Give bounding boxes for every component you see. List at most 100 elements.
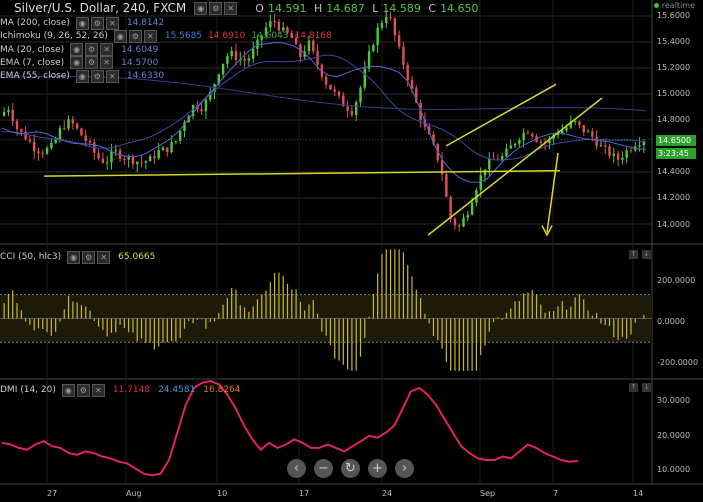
indicator-value: 14.6049: [121, 44, 159, 55]
candle-body: [427, 126, 431, 135]
indicator-legend: EMA (7, close) ◉ ⚙ ✕ 14.5700: [0, 56, 164, 70]
time-tick-label: 24: [382, 489, 393, 498]
close-icon[interactable]: ✕: [105, 16, 119, 30]
pane-up-icon[interactable]: ↑: [629, 250, 638, 259]
close-icon[interactable]: ✕: [100, 56, 114, 70]
time-tick-label: Sep: [480, 489, 496, 498]
candle-body: [15, 121, 19, 130]
visibility-icon[interactable]: ◉: [75, 16, 89, 30]
candle-body: [316, 51, 319, 65]
indicator-label[interactable]: MA (200, close): [0, 18, 70, 28]
dmi-line: [1, 379, 579, 477]
candle-body: [123, 158, 126, 160]
candle-body: [2, 111, 6, 116]
symbol-title[interactable]: Silver/U.S. Dollar, 240, FXCM: [14, 1, 187, 15]
candle-body: [24, 131, 27, 140]
candle-body: [616, 153, 620, 160]
candle-body: [20, 129, 23, 132]
open-label: O: [255, 1, 264, 15]
candle-body: [402, 46, 405, 65]
close-icon[interactable]: ✕: [97, 250, 111, 264]
candle-body: [604, 145, 607, 147]
indicator-value: 14.6910: [208, 31, 246, 42]
candle-body: [333, 89, 336, 92]
candle-body: [539, 141, 543, 143]
time-tick-label: Aug: [126, 489, 142, 498]
visibility-icon[interactable]: ◉: [70, 56, 84, 70]
settings-icon[interactable]: ⚙: [128, 29, 142, 43]
indicator-label[interactable]: EMA (7, close): [0, 57, 65, 68]
candle-body: [346, 106, 349, 111]
reset-button[interactable]: ↻: [341, 459, 360, 478]
zoom-out-button[interactable]: −: [314, 459, 333, 478]
candle-body: [509, 145, 512, 149]
close-icon[interactable]: ✕: [224, 1, 238, 15]
candle-body: [608, 146, 611, 156]
cci-icon-group: ◉ ⚙ ✕: [67, 250, 112, 264]
candle-body: [303, 51, 306, 57]
settings-icon[interactable]: ⚙: [82, 250, 96, 264]
candle-body: [578, 121, 581, 125]
candle-body: [191, 105, 195, 116]
scroll-left-button[interactable]: ‹: [287, 459, 306, 478]
visibility-icon[interactable]: ◉: [61, 383, 75, 397]
candle-body: [367, 51, 371, 69]
pane-up-icon[interactable]: ↑: [629, 383, 638, 392]
dmi-legend: DMI (14, 20) ◉ ⚙ ✕ 11.7148 24.4581 16.8264: [0, 383, 249, 397]
indicator-value: 14.8168: [294, 31, 332, 42]
settings-icon[interactable]: ⚙: [85, 43, 99, 57]
dmi-minus-value: 11.7148: [112, 385, 151, 395]
settings-icon[interactable]: ⚙: [90, 69, 104, 83]
visibility-icon[interactable]: ◉: [113, 29, 127, 43]
settings-icon[interactable]: ⚙: [90, 16, 104, 30]
candle-body: [556, 133, 560, 135]
dmi-label[interactable]: DMI (14, 20): [0, 385, 56, 395]
cci-value: 65.0665: [118, 252, 156, 262]
candle-body: [251, 48, 255, 59]
indicator-value: 14.6: [251, 31, 272, 42]
close-icon[interactable]: ✕: [91, 383, 105, 397]
dmi-tick-label: 30.0000: [657, 396, 691, 405]
indicator-label[interactable]: EMA (55, close): [0, 71, 70, 82]
candle-body: [166, 147, 169, 153]
settings-icon[interactable]: ⚙: [85, 56, 99, 70]
candle-body: [638, 145, 641, 147]
visibility-icon[interactable]: ◉: [67, 250, 81, 264]
cci-tick-label: 200.0000: [657, 276, 696, 285]
candle-body: [642, 141, 646, 146]
zoom-in-button[interactable]: +: [368, 459, 387, 478]
candle-body: [71, 119, 75, 124]
close-icon[interactable]: ✕: [105, 69, 119, 83]
pane-down-icon[interactable]: ↓: [642, 250, 651, 259]
settings-icon[interactable]: ⚙: [209, 1, 223, 15]
candle-body: [157, 150, 160, 159]
close-icon[interactable]: ✕: [143, 29, 157, 43]
visibility-icon[interactable]: ◉: [70, 43, 84, 57]
candle-body: [462, 217, 465, 227]
candle-body: [389, 17, 392, 19]
candle-body: [569, 121, 573, 128]
candle-body: [7, 109, 10, 112]
visibility-icon[interactable]: ◉: [194, 1, 208, 15]
close-icon[interactable]: ✕: [100, 43, 114, 57]
candle-body: [458, 225, 461, 227]
visibility-icon[interactable]: ◉: [75, 69, 89, 83]
scroll-right-button[interactable]: ›: [395, 459, 414, 478]
indicator-label[interactable]: Ichimoku (9, 26, 52, 26): [0, 31, 108, 42]
close-value: 14.650: [440, 1, 479, 15]
candle-body: [526, 132, 530, 134]
candle-body: [101, 158, 105, 163]
bar-timer-tag: 3:23:45: [656, 148, 696, 159]
pane-down-icon[interactable]: ↓: [642, 383, 651, 392]
candle-body: [174, 140, 178, 143]
cci-tick-label: 0.0000: [657, 317, 685, 326]
settings-icon[interactable]: ⚙: [76, 383, 90, 397]
candle-body: [260, 35, 263, 40]
candle-body: [33, 141, 36, 152]
indicator-label[interactable]: MA (20, close): [0, 44, 65, 55]
candle-body: [337, 91, 341, 96]
candle-body: [376, 27, 379, 46]
candle-body: [466, 214, 470, 218]
cci-label[interactable]: CCI (50, hlc3): [0, 252, 62, 262]
